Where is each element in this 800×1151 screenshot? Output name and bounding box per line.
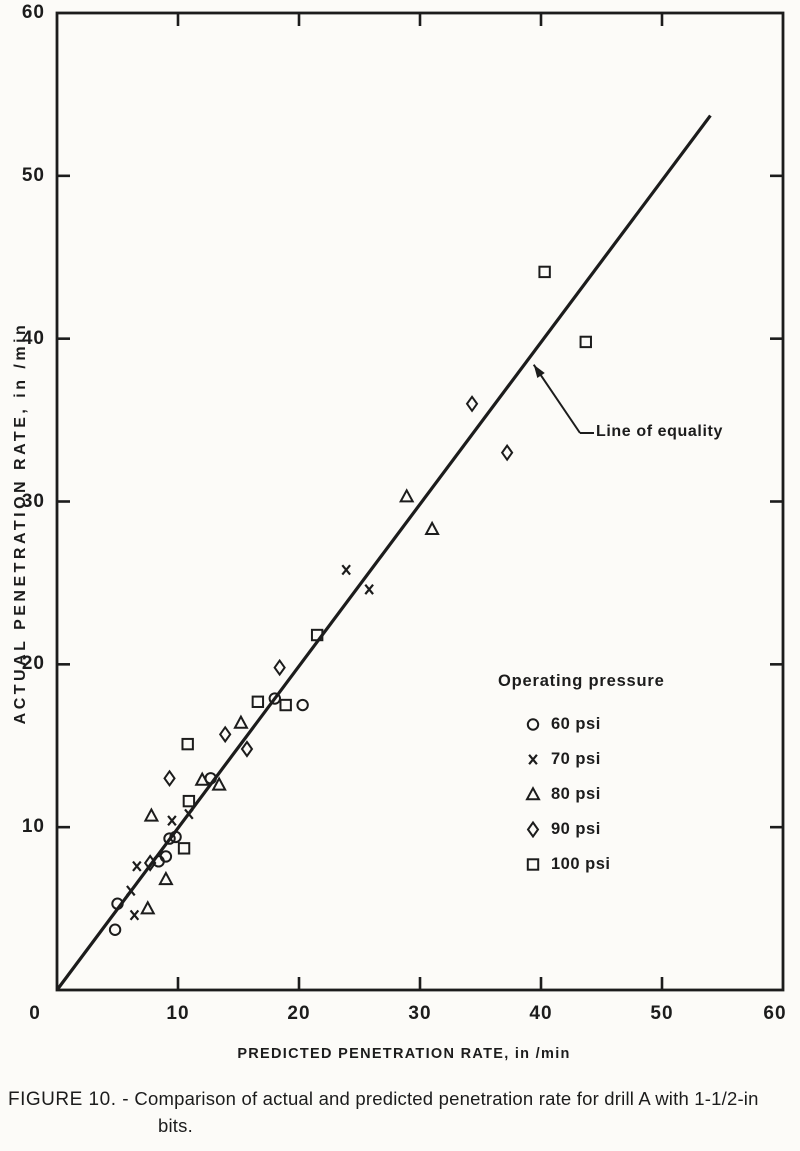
legend-label: 90 psi bbox=[551, 819, 601, 838]
series-90-psi bbox=[143, 395, 514, 872]
data-point-circle bbox=[268, 692, 281, 705]
data-point-diamond bbox=[163, 769, 176, 788]
y-tick-label: 50 bbox=[21, 164, 45, 186]
data-point-x bbox=[528, 754, 538, 765]
data-point-x bbox=[364, 584, 374, 595]
data-point-circle bbox=[108, 923, 122, 936]
data-point-triangle bbox=[233, 714, 249, 729]
line-of-equality-label: Line of equality bbox=[596, 423, 723, 440]
data-point-triangle bbox=[399, 488, 415, 503]
data-point-triangle bbox=[140, 900, 156, 915]
figure-number: FIGURE 10. - bbox=[8, 1089, 130, 1110]
legend-title: Operating pressure bbox=[498, 672, 665, 690]
data-point-diamond bbox=[143, 854, 157, 872]
plot-canvas bbox=[55, 11, 785, 992]
y-tick-label: 40 bbox=[21, 327, 45, 349]
data-point-square bbox=[538, 265, 551, 279]
data-point-circle bbox=[111, 897, 124, 910]
series-70-psi bbox=[126, 564, 374, 921]
legend-label: 80 psi bbox=[551, 784, 601, 803]
data-point-diamond bbox=[526, 820, 540, 838]
data-point-x bbox=[126, 885, 136, 897]
x-axis-title: PREDICTED PENETRATION RATE, in /min bbox=[237, 1046, 571, 1062]
data-point-triangle bbox=[525, 786, 541, 801]
legend-marker-diamond-icon bbox=[526, 820, 540, 838]
data-point-diamond bbox=[218, 725, 232, 744]
legend-entries: 60 psi 70 psi 80 psi 90 psi 100 psi bbox=[498, 711, 678, 877]
data-point-diamond bbox=[465, 395, 479, 413]
legend-marker-circle-icon bbox=[526, 718, 540, 731]
data-point-square bbox=[177, 842, 191, 855]
data-point-circle bbox=[169, 830, 182, 844]
legend-entry-100-psi: 100 psi bbox=[498, 851, 678, 877]
data-point-triangle bbox=[424, 520, 440, 535]
data-point-square bbox=[181, 737, 194, 751]
data-point-triangle bbox=[194, 771, 210, 786]
data-point-triangle bbox=[158, 870, 174, 886]
series-60-psi bbox=[108, 692, 309, 936]
figure-caption: FIGURE 10. - Comparison of actual and pr… bbox=[8, 1086, 794, 1139]
legend-entry-80-psi: 80 psi bbox=[498, 781, 678, 807]
y-tick-label: 30 bbox=[21, 490, 45, 512]
scatter-plot: 10 20 30 40 50 60 0 10 20 30 40 50 60 ACTUAL PENETR… bbox=[12, 2, 787, 1062]
y-tick-label: 20 bbox=[21, 653, 45, 675]
x-tick-label: 0 bbox=[29, 1003, 41, 1024]
legend-entry-90-psi: 90 psi bbox=[498, 816, 678, 842]
data-point-x bbox=[129, 909, 140, 921]
data-point-circle bbox=[296, 698, 309, 712]
x-tick-label: 50 bbox=[650, 1003, 674, 1024]
x-tick-label: 60 bbox=[763, 1003, 787, 1024]
legend-label: 70 psi bbox=[551, 749, 601, 768]
y-tick-label: 60 bbox=[21, 2, 45, 23]
data-point-x bbox=[167, 815, 177, 827]
x-tick-label: 20 bbox=[287, 1003, 311, 1024]
caption-text-line2: bits. bbox=[158, 1115, 193, 1136]
data-point-triangle bbox=[211, 776, 227, 791]
legend-entry-60-psi: 60 psi bbox=[498, 711, 678, 737]
legend-label: 100 psi bbox=[551, 854, 611, 873]
data-point-circle bbox=[159, 850, 173, 863]
x-tick-label: 30 bbox=[408, 1003, 432, 1024]
data-point-square bbox=[182, 794, 196, 808]
x-tick-label: 10 bbox=[166, 1003, 190, 1024]
legend-marker-triangle-icon bbox=[525, 786, 541, 801]
data-point-square bbox=[279, 698, 292, 712]
data-point-square bbox=[251, 695, 265, 708]
annotation-arrowhead bbox=[533, 364, 545, 379]
legend-label: 60 psi bbox=[551, 714, 601, 733]
legend: Operating pressure 60 psi 70 psi 80 psi 90 … bbox=[498, 672, 678, 877]
y-tick-label: 10 bbox=[21, 816, 45, 838]
series-100-psi bbox=[177, 265, 592, 855]
data-point-x bbox=[184, 808, 194, 820]
data-point-x bbox=[132, 860, 142, 872]
y-axis-title: ACTUAL PENETRATION RATE, in /min bbox=[12, 321, 29, 725]
series-80-psi bbox=[140, 488, 440, 915]
data-point-square bbox=[526, 858, 540, 871]
annotation-arrow-line bbox=[532, 364, 581, 434]
data-point-diamond bbox=[240, 740, 254, 758]
data-point-square bbox=[579, 335, 592, 349]
data-point-circle bbox=[163, 832, 176, 845]
equality-line bbox=[55, 114, 712, 991]
legend-marker-square-icon bbox=[526, 858, 540, 871]
data-point-diamond bbox=[500, 443, 514, 462]
legend-entry-70-psi: 70 psi bbox=[498, 746, 678, 772]
data-point-square bbox=[310, 628, 324, 642]
x-tick-label: 40 bbox=[529, 1003, 553, 1024]
caption-text-line1: Comparison of actual and predicted penet… bbox=[134, 1088, 759, 1109]
data-point-circle bbox=[526, 718, 540, 731]
data-point-x bbox=[341, 564, 351, 576]
data-point-diamond bbox=[273, 658, 286, 677]
legend-marker-x-icon bbox=[528, 754, 538, 765]
data-point-triangle bbox=[143, 807, 160, 822]
